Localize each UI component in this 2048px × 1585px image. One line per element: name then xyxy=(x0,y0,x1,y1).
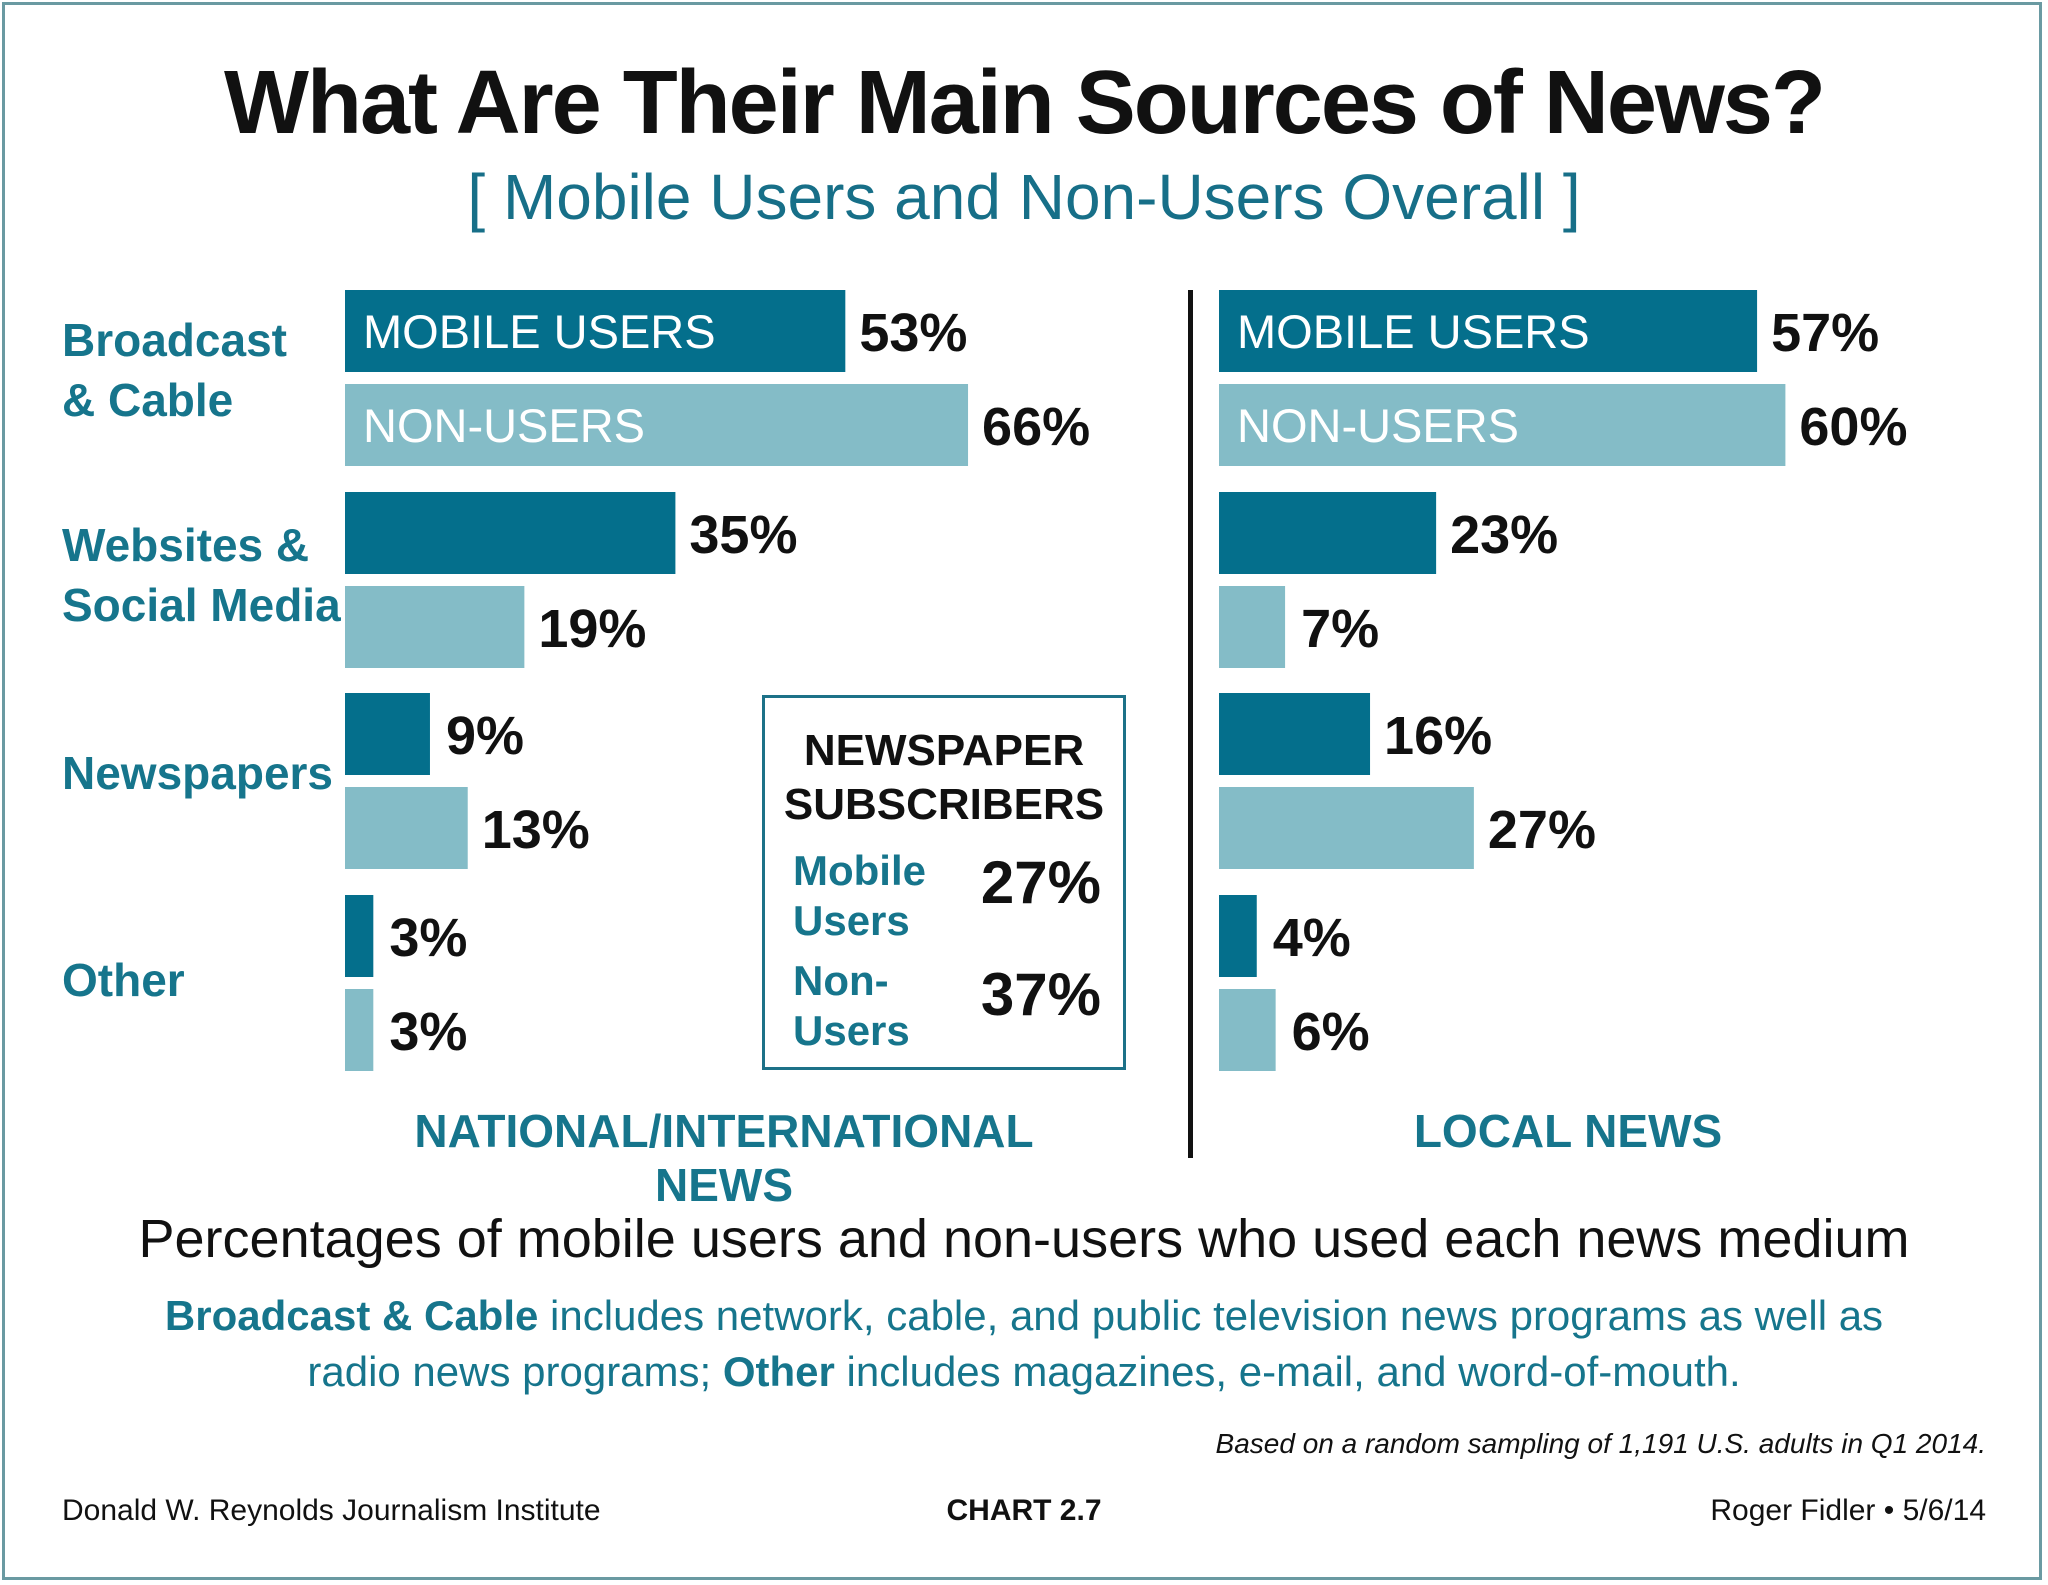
category-label-websites: Websites & Social Media xyxy=(62,515,362,635)
definition-term: Other xyxy=(722,1348,835,1395)
definition-text: includes network, cable, and public tele… xyxy=(538,1292,1884,1339)
subscribers-mobile-value: 27% xyxy=(980,849,1101,916)
subscribers-mobile-label: Mobile Users xyxy=(793,846,963,946)
definitions-note-line: radio news programs; Other includes maga… xyxy=(90,1344,1958,1400)
chart-caption: Percentages of mobile users and non-user… xyxy=(138,1209,1910,1269)
category-label-line: Social Media xyxy=(62,579,341,631)
bar-local-newspapers-mobile xyxy=(1219,693,1371,775)
category-label-line: Newspapers xyxy=(62,747,334,799)
bar-value-label: 3% xyxy=(389,1002,467,1062)
category-label-line: & Cable xyxy=(62,374,234,426)
bar-national-newspapers-non-users xyxy=(345,787,468,869)
bar-series-label: NON-USERS xyxy=(363,399,645,452)
definitions-note-line: Broadcast & Cable includes network, cabl… xyxy=(90,1288,1958,1344)
footer-author: Roger Fidler • 5/6/14 xyxy=(1710,1494,1986,1527)
definitions-note: Broadcast & Cable includes network, cabl… xyxy=(90,1288,1958,1400)
bar-local-newspapers-non-users xyxy=(1219,787,1474,869)
bar-national-other-mobile xyxy=(345,895,374,977)
bar-local-websites-mobile xyxy=(1219,492,1437,574)
subscribers-non-label: Non- Users xyxy=(793,956,963,1056)
bar-value-label: 16% xyxy=(1384,706,1492,766)
category-label-newspapers: Newspapers xyxy=(62,743,362,803)
bar-local-broadcast-mobile xyxy=(1219,290,1758,372)
subscribers-title-line: SUBSCRIBERS xyxy=(783,780,1105,829)
bar-local-websites-non-users xyxy=(1219,586,1286,668)
definition-text: includes magazines, e-mail, and word-of-… xyxy=(834,1348,1741,1395)
bar-national-other-non-users xyxy=(345,989,374,1071)
category-label-line: Websites & xyxy=(62,519,310,571)
bar-local-broadcast-non-users xyxy=(1219,384,1786,466)
bar-value-label: 66% xyxy=(982,397,1090,457)
bar-value-label: 7% xyxy=(1301,599,1379,659)
definition-term: Broadcast & Cable xyxy=(164,1292,539,1339)
bar-value-label: 23% xyxy=(1450,505,1558,565)
subscribers-title: NEWSPAPER SUBSCRIBERS xyxy=(765,724,1123,832)
bar-national-websites-mobile xyxy=(345,492,676,574)
panel-divider xyxy=(1188,290,1193,1158)
bar-series-label: MOBILE USERS xyxy=(1237,305,1590,358)
bar-value-label: 53% xyxy=(859,303,967,363)
bar-value-label: 4% xyxy=(1273,908,1351,968)
footer-chart-number: CHART 2.7 xyxy=(946,1494,1102,1527)
chart-title: What Are Their Main Sources of News? xyxy=(224,53,1826,153)
subscribers-non-value: 37% xyxy=(980,961,1101,1028)
bar-value-label: 6% xyxy=(1292,1002,1370,1062)
subscribers-non-label-line: Users xyxy=(793,1007,910,1054)
panel-label-local: LOCAL NEWS xyxy=(1413,1105,1723,1157)
bar-value-label: 57% xyxy=(1771,303,1879,363)
category-label-line: Broadcast xyxy=(62,314,287,366)
category-label-line: Other xyxy=(62,954,185,1006)
bar-national-websites-non-users xyxy=(345,586,525,668)
sample-note: Based on a random sampling of 1,191 U.S.… xyxy=(1215,1428,1986,1459)
bar-value-label: 27% xyxy=(1488,800,1596,860)
bar-national-broadcast-mobile xyxy=(345,290,846,372)
bar-value-label: 35% xyxy=(689,505,797,565)
subscribers-title-line: NEWSPAPER xyxy=(803,726,1085,775)
bar-national-newspapers-mobile xyxy=(345,693,430,775)
chart-subtitle: [ Mobile Users and Non-Users Overall ] xyxy=(467,161,1581,233)
footer-source: Donald W. Reynolds Journalism Institute xyxy=(62,1494,601,1527)
bar-value-label: 19% xyxy=(538,599,646,659)
category-label-other: Other xyxy=(62,950,362,1010)
bar-series-label: MOBILE USERS xyxy=(363,305,716,358)
bar-value-label: 60% xyxy=(1799,397,1907,457)
panel-label-national: NATIONAL/INTERNATIONAL NEWS xyxy=(414,1105,1034,1211)
bar-national-broadcast-non-users xyxy=(345,384,969,466)
bar-value-label: 3% xyxy=(389,908,467,968)
newspaper-subscribers-box: NEWSPAPER SUBSCRIBERS Mobile Users 27% N… xyxy=(762,695,1126,1070)
bar-value-label: 13% xyxy=(482,800,590,860)
subscribers-mobile-label-line: Users xyxy=(793,897,910,944)
subscribers-mobile-label-line: Mobile xyxy=(793,847,926,894)
subscribers-non-label-line: Non- xyxy=(793,957,889,1004)
category-label-broadcast: Broadcast & Cable xyxy=(62,310,362,430)
definition-text: radio news programs; xyxy=(307,1348,723,1395)
bar-local-other-non-users xyxy=(1219,989,1276,1071)
bar-series-label: NON-USERS xyxy=(1237,399,1519,452)
bar-local-other-mobile xyxy=(1219,895,1257,977)
bar-value-label: 9% xyxy=(446,706,524,766)
